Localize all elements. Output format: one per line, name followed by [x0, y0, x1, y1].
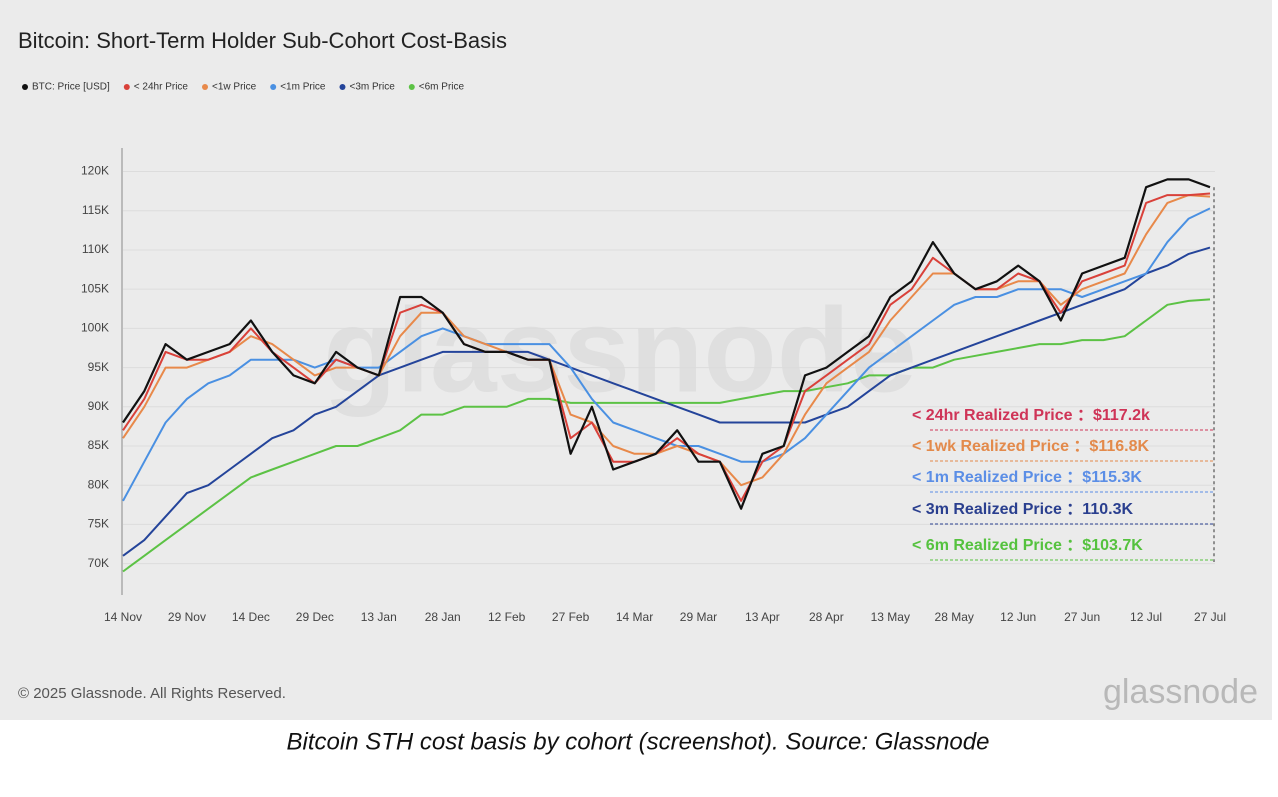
y-tick-label: 80K: [88, 477, 109, 491]
x-tick-label: 28 Apr: [809, 610, 844, 624]
x-tick-label: 12 Jun: [1000, 610, 1036, 624]
y-tick-label: 75K: [88, 517, 109, 531]
annotation: < 6m Realized Price ：$103.7K: [912, 537, 1143, 554]
x-tick-label: 12 Feb: [488, 610, 526, 624]
legend-marker: [22, 84, 28, 90]
annotation: < 1wk Realized Price ：$116.8K: [912, 438, 1149, 455]
y-tick-label: 110K: [82, 242, 109, 256]
watermark: glassnode: [323, 284, 917, 418]
x-tick-label: 27 Feb: [552, 610, 590, 624]
x-tick-label: 13 Apr: [745, 610, 780, 624]
chart-title: Bitcoin: Short-Term Holder Sub-Cohort Co…: [18, 28, 507, 53]
legend-marker: [202, 84, 208, 90]
legend-label: <3m Price: [349, 82, 395, 93]
y-tick-label: 85K: [88, 438, 109, 452]
annotation: < 3m Realized Price ：110.3K: [912, 501, 1133, 518]
x-tick-label: 27 Jun: [1064, 610, 1100, 624]
series-line: [122, 246, 1211, 557]
x-tick-label: 12 Jul: [1130, 610, 1162, 624]
x-tick-label: 14 Dec: [232, 610, 270, 624]
x-tick-label: 27 Jul: [1194, 610, 1226, 624]
legend-marker: [270, 84, 277, 90]
annotation: < 24hr Realized Price ：$117.2k: [912, 407, 1150, 424]
y-tick-label: 95K: [88, 360, 109, 374]
legend-label: <6m Price: [419, 82, 465, 93]
legend-label: BTC: Price [USD]: [32, 82, 110, 93]
series-line: [122, 178, 1211, 510]
x-tick-label: 13 Jan: [361, 610, 397, 624]
y-tick-label: 120K: [81, 164, 109, 178]
legend-label: <1m Price: [280, 82, 326, 93]
x-tick-label: 14 Mar: [616, 610, 653, 624]
panel: [0, 0, 1272, 720]
caption: Bitcoin STH cost basis by cohort (screen…: [287, 728, 990, 755]
x-tick-label: 28 May: [935, 610, 974, 624]
x-tick-label: 29 Mar: [680, 610, 717, 624]
series-line: [122, 192, 1211, 502]
x-tick-label: 29 Dec: [296, 610, 334, 624]
legend-label: < 24hr Price: [134, 82, 189, 93]
y-tick-label: 100K: [81, 321, 109, 335]
x-tick-label: 28 Jan: [425, 610, 461, 624]
x-tick-label: 14 Nov: [104, 610, 142, 624]
legend-marker: [123, 84, 130, 90]
y-tick-label: 90K: [88, 399, 109, 413]
logo: glassnode: [1103, 673, 1258, 711]
y-tick-label: 105K: [81, 281, 109, 295]
legend-marker: [339, 84, 346, 90]
legend-marker: [408, 84, 415, 90]
x-tick-label: 29 Nov: [168, 610, 206, 624]
annotation: < 1m Realized Price ：$115.3K: [912, 469, 1142, 486]
series-line: [122, 194, 1211, 487]
y-tick-label: 115K: [82, 203, 109, 217]
y-tick-label: 70K: [88, 556, 109, 570]
copyright: © 2025 Glassnode. All Rights Reserved.: [18, 685, 286, 702]
x-tick-label: 13 May: [871, 610, 910, 624]
legend-label: <1w Price: [212, 82, 257, 93]
